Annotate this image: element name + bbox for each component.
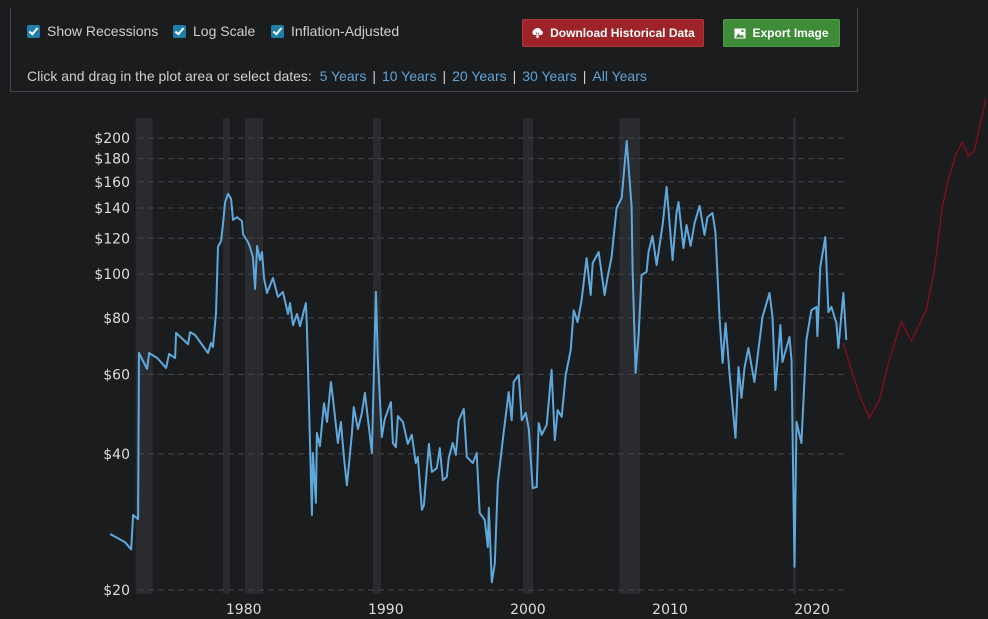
checkbox-checked-icon[interactable] <box>271 24 284 38</box>
date-range-selector: Click and drag in the plot area or selec… <box>27 68 647 84</box>
recession-band <box>244 118 264 594</box>
x-tick-label: 2000 <box>510 602 546 618</box>
y-tick-label: $60 <box>103 367 130 383</box>
cloud-download-icon <box>532 27 543 39</box>
range-link-10-years[interactable]: 10 Years <box>381 68 437 84</box>
x-tick-label: 1980 <box>226 602 262 618</box>
separator: | <box>582 68 587 84</box>
checkbox-label: Inflation-Adjusted <box>291 23 400 39</box>
x-tick-label: 1990 <box>368 602 404 618</box>
checkbox-label: Log Scale <box>193 23 256 39</box>
secondary-series-line <box>842 98 987 419</box>
x-tick-label: 2010 <box>652 602 688 618</box>
export-image-button[interactable]: Export Image <box>723 19 840 47</box>
y-tick-label: $160 <box>94 175 130 191</box>
image-icon <box>734 28 746 38</box>
separator: | <box>372 68 376 84</box>
download-historical-data-button[interactable]: Download Historical Data <box>522 19 704 47</box>
range-prompt: Click and drag in the plot area or selec… <box>27 68 312 84</box>
y-tick-label: $100 <box>94 267 130 283</box>
y-tick-label: $140 <box>94 201 130 217</box>
price-series-line <box>109 140 848 584</box>
range-link-20-years[interactable]: 20 Years <box>452 68 507 84</box>
checkbox-label: Show Recessions <box>47 23 159 39</box>
y-tick-label: $80 <box>103 311 130 327</box>
export-label: Export Image <box>752 26 829 40</box>
y-tick-label: $200 <box>94 131 130 147</box>
y-tick-label: $180 <box>94 152 130 168</box>
log-scale-checkbox[interactable]: Log Scale <box>173 23 255 39</box>
range-link-5-years[interactable]: 5 Years <box>319 68 367 84</box>
separator: | <box>442 68 447 84</box>
recession-band <box>135 118 153 594</box>
range-link-all-years[interactable]: All Years <box>592 68 647 84</box>
x-tick-label: 2020 <box>794 602 830 618</box>
recession-band <box>222 118 231 594</box>
separator: | <box>512 68 517 84</box>
recession-band <box>619 118 641 594</box>
chart-controls-panel: Show Recessions Log Scale Inflation-Adju… <box>10 8 858 92</box>
checkbox-checked-icon[interactable] <box>173 24 186 38</box>
download-label: Download Historical Data <box>550 26 695 40</box>
recession-band <box>793 118 797 594</box>
y-tick-label: $40 <box>103 447 130 463</box>
recession-band <box>523 118 534 594</box>
y-tick-label: $120 <box>94 231 130 247</box>
checkbox-checked-icon[interactable] <box>27 24 40 38</box>
inflation-adjusted-checkbox[interactable]: Inflation-Adjusted <box>271 23 399 39</box>
show-recessions-checkbox[interactable]: Show Recessions <box>27 23 158 39</box>
range-link-30-years[interactable]: 30 Years <box>522 68 577 84</box>
y-tick-label: $20 <box>103 583 130 599</box>
